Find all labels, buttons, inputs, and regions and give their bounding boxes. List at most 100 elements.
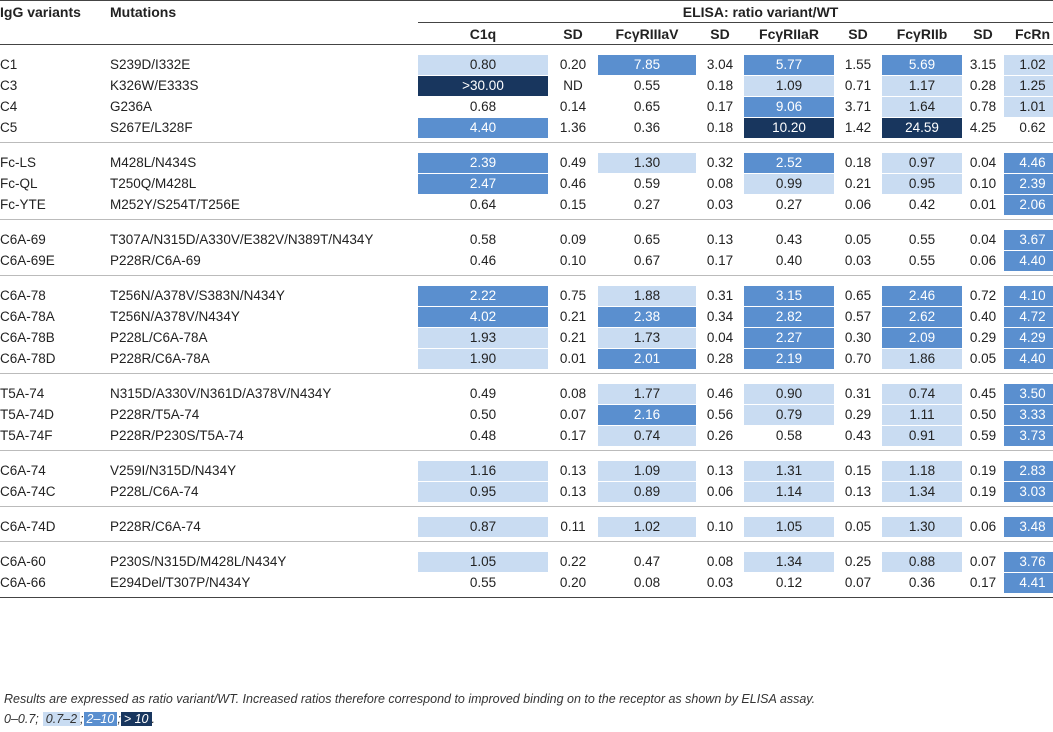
group-gap xyxy=(0,45,1053,55)
table-row: C6A-78D P228R/C6A-78A 1.90 0.01 2.01 0.28 2.19… xyxy=(0,348,1053,369)
ratio-value: 0.79 xyxy=(744,404,834,425)
group-gap xyxy=(0,507,1053,517)
ratio-value: 0.97 xyxy=(882,152,962,173)
sd-value: 0.29 xyxy=(969,330,997,345)
sd-value: 0.25 xyxy=(844,554,872,569)
group-separator xyxy=(0,271,1053,276)
ratio-cell: 0.95 xyxy=(882,173,962,194)
ratio-value: 2.01 xyxy=(598,348,696,369)
sd-value: 0.30 xyxy=(844,330,872,345)
column-header: SD xyxy=(973,25,993,42)
group-separator xyxy=(0,502,1053,507)
mutation-text: T256N/A378V/S383N/N434Y xyxy=(110,288,285,303)
group-separator xyxy=(0,446,1053,451)
ratio-cell: 0.74 xyxy=(882,383,962,404)
ratio-cell: 2.62 xyxy=(882,306,962,327)
sd-value: 0.14 xyxy=(559,99,587,114)
ratio-cell: 2.19 xyxy=(744,348,834,369)
column-header: FcγRIIb xyxy=(896,25,948,42)
sd-value: 0.31 xyxy=(844,386,872,401)
ratio-cell: 0.36 xyxy=(882,572,962,593)
ratio-cell: 3.73 xyxy=(1004,425,1053,446)
ratio-value: 0.89 xyxy=(598,481,696,502)
table-row: C6A-74D P228R/C6A-74 0.87 0.11 1.02 0.10 1.05 0… xyxy=(0,516,1053,537)
color-legend: 0–0.7; 0.7–2; 2–10; > 10. xyxy=(4,712,155,726)
ratio-cell: 2.01 xyxy=(598,348,696,369)
ratio-value: 0.67 xyxy=(633,252,661,268)
ratio-value: 4.46 xyxy=(1004,152,1053,173)
ratio-value: 2.06 xyxy=(1004,194,1053,215)
variants-header: IgG variants xyxy=(0,0,110,23)
mutation-text: K326W/E333S xyxy=(110,78,199,93)
ratio-value: 24.59 xyxy=(882,117,962,138)
ratio-cell: 1.01 xyxy=(1004,96,1053,117)
ratio-value: 0.55 xyxy=(469,574,497,590)
sd-value: 0.21 xyxy=(559,309,587,324)
ratio-value: 4.41 xyxy=(1004,572,1053,593)
variant-name: C3 xyxy=(0,78,18,93)
ratio-cell: 2.52 xyxy=(744,152,834,173)
ratio-value: 1.18 xyxy=(882,460,962,481)
ratio-cell: 0.97 xyxy=(882,152,962,173)
ratio-value: 1.86 xyxy=(882,348,962,369)
ratio-value: 3.50 xyxy=(1004,383,1053,404)
ratio-cell: 0.79 xyxy=(744,404,834,425)
ratio-cell: 0.42 xyxy=(882,194,962,215)
group-gap xyxy=(0,143,1053,153)
sd-value: 0.59 xyxy=(969,428,997,443)
separator-cell xyxy=(0,593,1053,598)
ratio-value: 0.68 xyxy=(469,98,497,114)
sd-value: 0.17 xyxy=(706,253,734,268)
sd-value: 0.70 xyxy=(844,351,872,366)
sd-value: 0.28 xyxy=(969,78,997,93)
sd-value: 0.04 xyxy=(706,330,734,345)
sd-value: 0.31 xyxy=(706,288,734,303)
separator-cell xyxy=(0,138,1053,143)
sd-value: 0.45 xyxy=(969,386,997,401)
ratio-value: 10.20 xyxy=(744,117,834,138)
ratio-cell: 0.49 xyxy=(418,383,548,404)
ratio-value: 1.77 xyxy=(598,383,696,404)
sd-value: 0.19 xyxy=(969,463,997,478)
table-row: C6A-66 E294Del/T307P/N434Y 0.55 0.20 0.08 0.0… xyxy=(0,572,1053,593)
ratio-value: 0.48 xyxy=(469,427,497,443)
variant-name: T5A-74F xyxy=(0,428,53,443)
table-row: C6A-60 P230S/N315D/M428L/N434Y 1.05 0.22 0.4… xyxy=(0,551,1053,572)
ratio-value: 0.46 xyxy=(469,252,497,268)
ratio-value: 2.39 xyxy=(418,152,548,173)
sd-value: 0.08 xyxy=(706,554,734,569)
ratio-value: 0.27 xyxy=(633,196,661,212)
column-header: FcγRIIIaV xyxy=(615,25,679,42)
table-row: T5A-74D P228R/T5A-74 0.50 0.07 2.16 0.56 0.79 0… xyxy=(0,404,1053,425)
ratio-cell: 4.72 xyxy=(1004,306,1053,327)
ratio-value: 2.27 xyxy=(744,327,834,348)
group-separator xyxy=(0,537,1053,542)
ratio-cell: >30.00 xyxy=(418,75,548,96)
ratio-value: 0.40 xyxy=(775,252,803,268)
ratio-cell: 0.87 xyxy=(418,516,548,537)
sd-value: 0.01 xyxy=(559,351,587,366)
table-row: C4 G236A 0.68 0.14 0.65 0.17 9.06 3.71 1.64 0.78 1… xyxy=(0,96,1053,117)
ratio-cell: 2.22 xyxy=(418,285,548,306)
ratio-value: 1.16 xyxy=(418,460,548,481)
sd-value: 0.06 xyxy=(706,484,734,499)
variant-name: C5 xyxy=(0,120,18,135)
sd-value: 0.18 xyxy=(706,120,734,135)
ratio-cell: 2.27 xyxy=(744,327,834,348)
ratio-cell: 5.77 xyxy=(744,54,834,75)
sd-value: 0.28 xyxy=(706,351,734,366)
sd-value: 0.15 xyxy=(559,197,587,212)
ratio-cell: 1.34 xyxy=(882,481,962,502)
ratio-cell: 0.55 xyxy=(882,229,962,250)
sd-value: 0.72 xyxy=(969,288,997,303)
sd-value: 0.06 xyxy=(844,197,872,212)
ratio-value: 3.76 xyxy=(1004,551,1053,572)
ratio-value: 1.31 xyxy=(744,460,834,481)
variant-name: Fc-LS xyxy=(0,155,37,170)
ratio-value: 0.95 xyxy=(418,481,548,502)
group-separator xyxy=(0,215,1053,220)
table-row: C5 S267E/L328F 4.40 1.36 0.36 0.18 10.20 1.42 24… xyxy=(0,117,1053,138)
ratio-value: 1.34 xyxy=(744,551,834,572)
ratio-value: 0.55 xyxy=(908,252,936,268)
gap-cell xyxy=(0,542,1053,552)
